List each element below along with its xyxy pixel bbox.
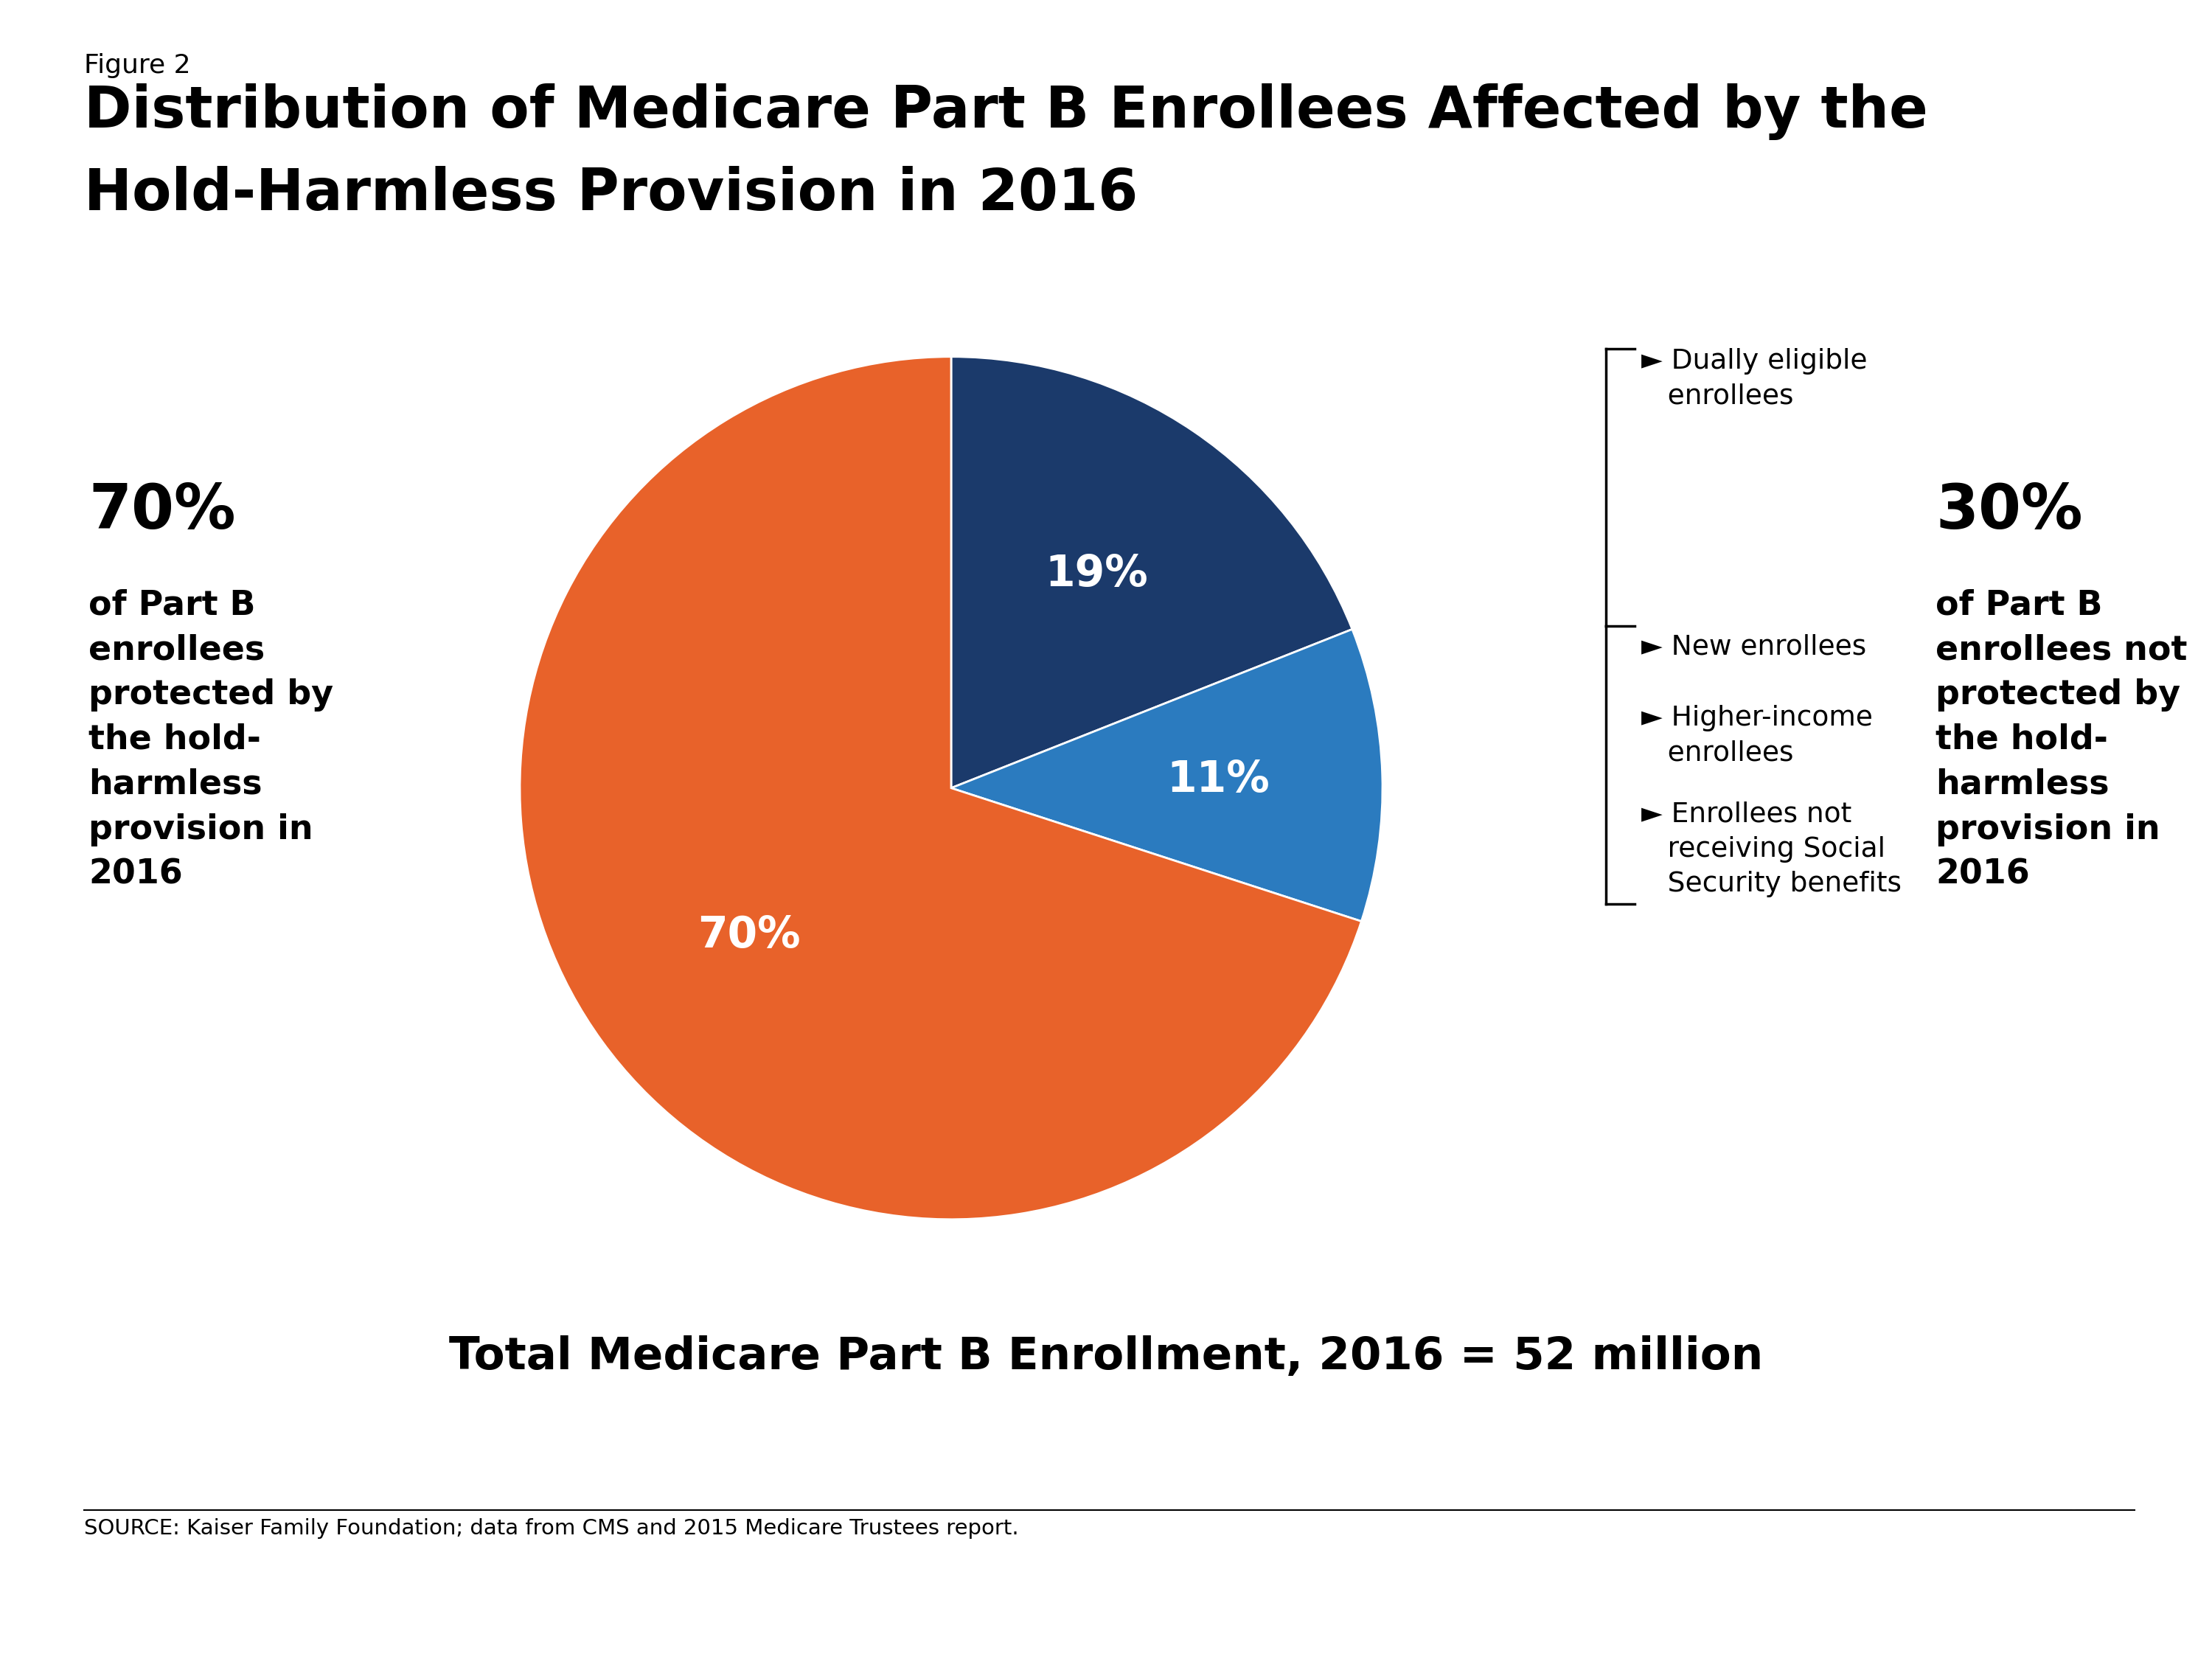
Text: FAMILY: FAMILY	[1989, 1574, 2095, 1598]
Text: ► Higher-income
   enrollees: ► Higher-income enrollees	[1641, 705, 1874, 766]
Text: Distribution of Medicare Part B Enrollees Affected by the: Distribution of Medicare Part B Enrollee…	[84, 83, 1929, 139]
Text: FOUNDATION: FOUNDATION	[2004, 1621, 2079, 1632]
Text: ► New enrollees: ► New enrollees	[1641, 634, 1867, 660]
Wedge shape	[951, 629, 1382, 921]
Text: 11%: 11%	[1168, 758, 1270, 801]
Text: Total Medicare Part B Enrollment, 2016 = 52 million: Total Medicare Part B Enrollment, 2016 =…	[449, 1335, 1763, 1379]
Wedge shape	[951, 357, 1352, 788]
Text: SOURCE: Kaiser Family Foundation; data from CMS and 2015 Medicare Trustees repor: SOURCE: Kaiser Family Foundation; data f…	[84, 1518, 1020, 1538]
Text: 70%: 70%	[697, 914, 801, 956]
Text: 19%: 19%	[1044, 552, 1148, 596]
Text: Figure 2: Figure 2	[84, 53, 190, 78]
Text: of Part B
enrollees not
protected by
the hold-
harmless
provision in
2016: of Part B enrollees not protected by the…	[1935, 589, 2188, 891]
Text: THE HENRY J.: THE HENRY J.	[2004, 1500, 2079, 1510]
Text: 70%: 70%	[88, 481, 234, 541]
Text: 30%: 30%	[1935, 481, 2084, 541]
Text: Hold-Harmless Provision in 2016: Hold-Harmless Provision in 2016	[84, 166, 1137, 222]
Text: KAISER: KAISER	[1989, 1526, 2095, 1550]
Text: ► Enrollees not
   receiving Social
   Security benefits: ► Enrollees not receiving Social Securit…	[1641, 801, 1902, 898]
Wedge shape	[520, 357, 1360, 1219]
Text: of Part B
enrollees
protected by
the hold-
harmless
provision in
2016: of Part B enrollees protected by the hol…	[88, 589, 334, 891]
Text: ► Dually eligible
   enrollees: ► Dually eligible enrollees	[1641, 348, 1867, 410]
